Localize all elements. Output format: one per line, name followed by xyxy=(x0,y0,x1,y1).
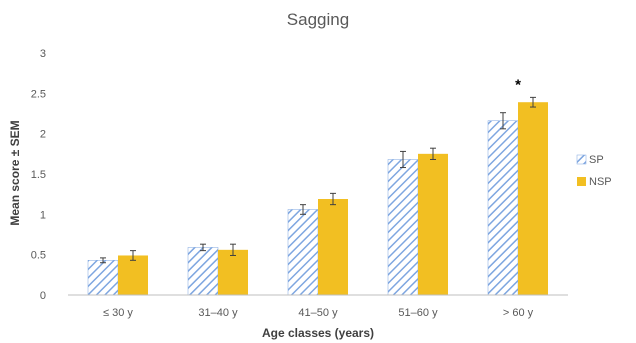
bar-sp-4 xyxy=(487,120,519,296)
y-tick-label: 1.5 xyxy=(31,169,46,181)
x-axis-title: Age classes (years) xyxy=(262,326,374,340)
legend-item-sp: SP xyxy=(576,154,604,166)
error-bar-nsp-1 xyxy=(230,243,236,256)
bar-sp-0 xyxy=(87,260,119,296)
bar-nsp-1 xyxy=(218,249,248,295)
y-tick-label: 3 xyxy=(40,48,46,60)
error-bar-nsp-3 xyxy=(430,147,436,160)
bar-sp-3 xyxy=(387,159,419,296)
error-bar-nsp-0 xyxy=(130,250,136,261)
y-tick-label: 0.5 xyxy=(31,250,46,262)
bar-nsp-3 xyxy=(418,153,448,295)
y-tick-label: 0 xyxy=(40,290,46,302)
error-bar-sp-0 xyxy=(100,257,106,264)
error-bar-nsp-4 xyxy=(530,96,536,108)
legend-label: SP xyxy=(589,154,604,166)
legend-label: NSP xyxy=(589,176,612,188)
bar-sp-1 xyxy=(187,247,219,296)
legend-item-nsp: NSP xyxy=(577,176,612,188)
y-axis-ticks: 0 0.5 1 1.5 2 2.5 3 xyxy=(31,48,46,302)
x-axis-ticks: ≤ 30 y 31–40 y 41–50 y 51–60 y > 60 y xyxy=(103,307,534,319)
x-tick-label: 41–50 y xyxy=(298,307,338,319)
legend-swatch xyxy=(576,154,587,165)
annotations: * xyxy=(515,76,521,93)
bar-nsp-4 xyxy=(518,102,548,295)
bar-nsp-2 xyxy=(318,199,348,295)
legend: SP NSP xyxy=(576,154,612,188)
x-tick-label: > 60 y xyxy=(503,307,534,319)
bar-sp-2 xyxy=(287,209,319,296)
error-bar-sp-1 xyxy=(200,243,206,252)
error-bar-sp-4 xyxy=(500,112,506,130)
bar-nsp-0 xyxy=(118,255,148,295)
legend-swatch xyxy=(577,177,586,186)
x-tick-label: 31–40 y xyxy=(198,307,238,319)
error-bar-nsp-2 xyxy=(330,192,336,206)
y-tick-label: 2.5 xyxy=(31,88,46,100)
x-tick-label: 51–60 y xyxy=(398,307,438,319)
error-bar-sp-2 xyxy=(300,204,306,215)
chart-title: Sagging xyxy=(287,10,349,29)
error-bars xyxy=(100,96,536,264)
significance-marker: * xyxy=(515,76,521,93)
y-tick-label: 2 xyxy=(40,129,46,141)
x-tick-label: ≤ 30 y xyxy=(103,307,133,319)
y-tick-label: 1 xyxy=(40,209,46,221)
y-axis-title: Mean score ± SEM xyxy=(8,120,22,225)
error-bar-sp-3 xyxy=(400,150,406,169)
bars xyxy=(87,102,548,296)
